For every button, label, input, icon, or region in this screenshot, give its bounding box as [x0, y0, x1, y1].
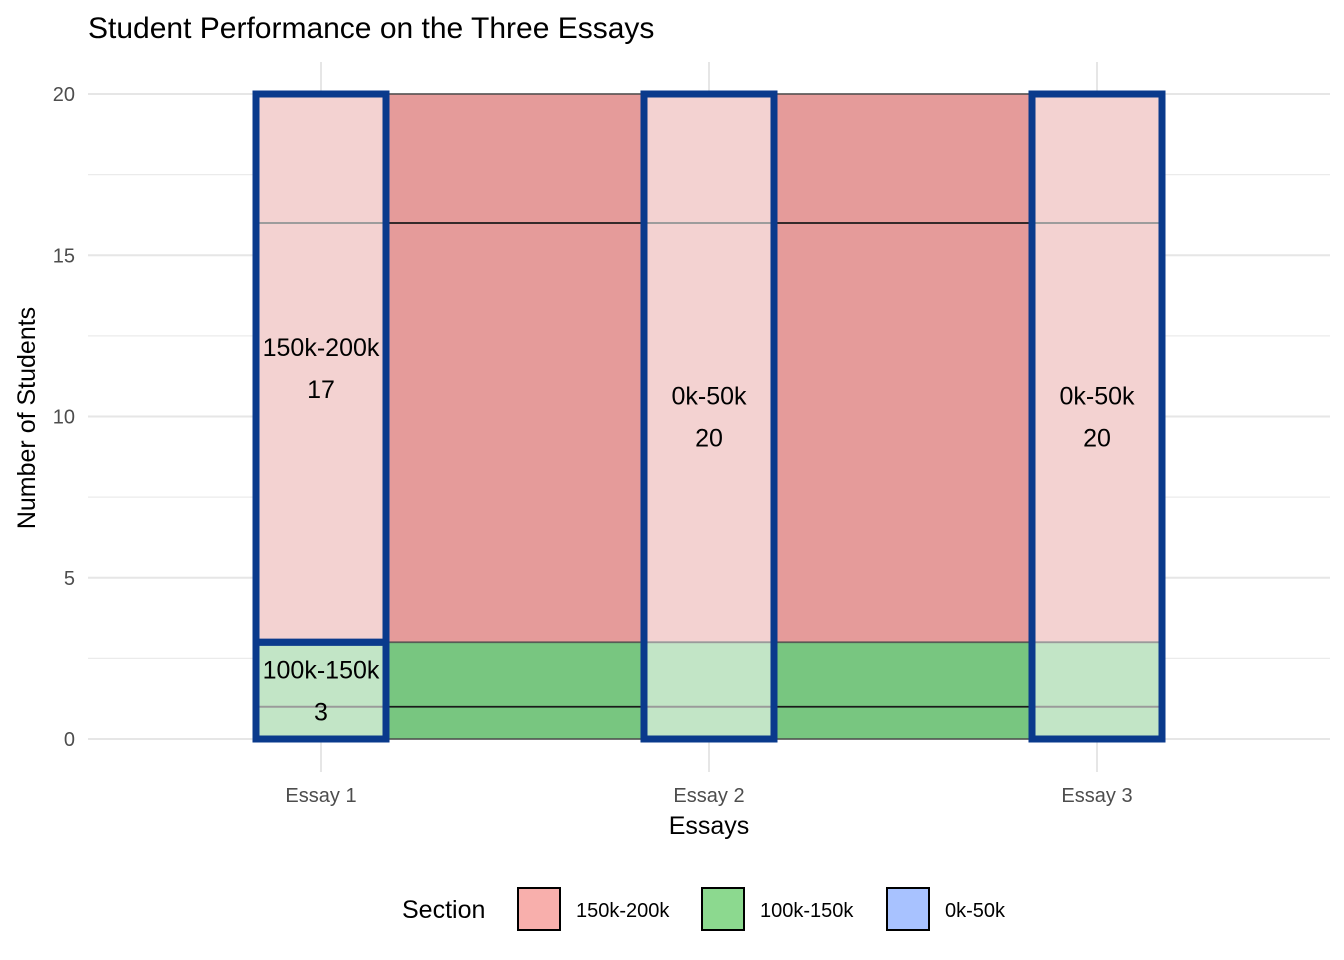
bar-essay-3 [1028, 90, 1166, 743]
segment-value: 20 [1083, 425, 1111, 453]
segment-label: 150k-200k [263, 334, 380, 362]
bar-segment-overlay [256, 642, 386, 739]
y-tick-label: 10 [53, 407, 75, 429]
legend-label: 0k-50k [945, 900, 1006, 922]
bar-segment-outline [252, 638, 390, 743]
bar-segment-overlay [256, 94, 386, 643]
stratum-bars [252, 90, 1166, 743]
bar-essay-2 [640, 90, 778, 743]
legend-label: 150k-200k [576, 900, 670, 922]
chart-title: Student Performance on the Three Essays [88, 12, 654, 45]
x-tick-label: Essay 1 [285, 785, 356, 807]
segment-label: 0k-50k [1059, 383, 1135, 411]
y-axis-title: Number of Students [13, 307, 41, 529]
bar-segment-overlay [1032, 94, 1162, 739]
bar-segment-outline [1028, 90, 1166, 743]
y-tick-label: 20 [53, 84, 75, 106]
legend-key [701, 887, 745, 931]
axis-ticks: 0 5 10 15 20 Essay 1 Essay 2 Essay 3 [53, 84, 1133, 807]
segment-label: 0k-50k [671, 383, 747, 411]
segment-value: 17 [307, 376, 335, 404]
legend: Section 150k-200k 100k-150k 0k-50k [402, 887, 1006, 931]
legend-key [886, 887, 930, 931]
x-axis-title: Essays [669, 812, 750, 840]
segment-value: 20 [695, 425, 723, 453]
legend-key [517, 887, 561, 931]
y-tick-label: 5 [64, 568, 75, 590]
legend-title: Section [402, 896, 485, 924]
bar-essay-1 [252, 90, 390, 743]
x-tick-label: Essay 2 [673, 785, 744, 807]
bar-segment-overlay [644, 94, 774, 739]
segment-value: 3 [314, 699, 328, 727]
legend-label: 100k-150k [760, 900, 854, 922]
bar-segment-outline [640, 90, 778, 743]
bar-labels: 150k-200k 17 100k-150k 3 0k-50k 20 0k-50k 20 [263, 334, 1135, 727]
y-tick-label: 0 [64, 729, 75, 751]
segment-label: 100k-150k [263, 657, 380, 685]
x-tick-label: Essay 3 [1061, 785, 1132, 807]
y-tick-label: 15 [53, 245, 75, 267]
